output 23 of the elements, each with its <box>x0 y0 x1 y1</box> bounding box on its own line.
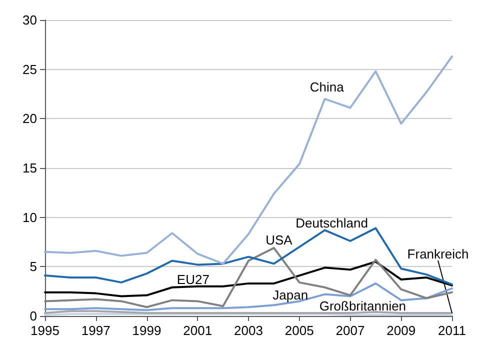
series-label: Großbritannien <box>319 298 406 314</box>
series-label: Deutschland <box>296 216 368 231</box>
y-tick-label: 25 <box>22 62 37 77</box>
x-tick-label: 2001 <box>183 323 212 338</box>
x-tick-label: 1995 <box>30 323 60 338</box>
x-tick-label: 2009 <box>386 323 416 338</box>
x-tick-label: 2007 <box>336 323 365 338</box>
y-tick-label: 5 <box>30 259 37 274</box>
y-tick-label: 15 <box>22 160 37 176</box>
x-tick-label: 1999 <box>132 323 162 338</box>
series-label: Japan <box>272 288 308 303</box>
text: Frankreich <box>407 246 469 262</box>
y-tick-label: 30 <box>22 12 37 28</box>
series-label: China <box>310 79 345 94</box>
y-tick-label: 0 <box>30 308 37 324</box>
series-label: USA <box>266 232 293 248</box>
x-tick-label: 2005 <box>284 323 314 338</box>
x-tick-label: 1997 <box>81 323 110 338</box>
y-tick-label: 10 <box>22 210 37 225</box>
series-label: EU27 <box>176 272 210 287</box>
y-tick-label: 20 <box>22 111 37 126</box>
x-tick-label: 2011 <box>438 323 466 338</box>
x-tick-label: 2003 <box>234 323 263 338</box>
